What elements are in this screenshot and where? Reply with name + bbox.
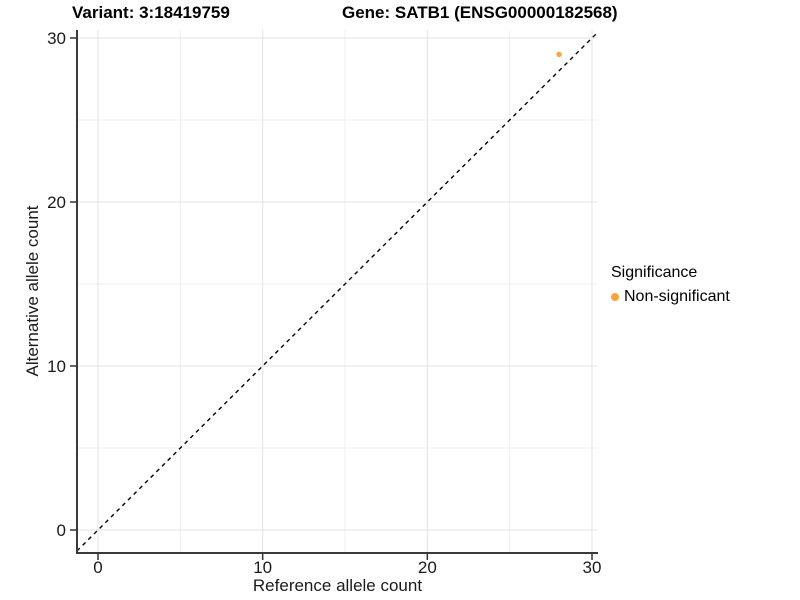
x-tick-label: 10 xyxy=(253,558,272,577)
x-tick-label: 30 xyxy=(583,558,602,577)
legend-item-label: Non-significant xyxy=(624,288,730,305)
axis-lines xyxy=(76,30,598,554)
identity-reference-line xyxy=(76,31,599,552)
x-tick-label: 0 xyxy=(93,558,102,577)
plot-title-gene: Gene: SATB1 (ENSG00000182568) xyxy=(342,3,618,22)
y-tick-label: 30 xyxy=(47,29,66,48)
y-tick-label: 10 xyxy=(47,357,66,376)
legend: Significance Non-significant xyxy=(611,264,730,306)
legend-key-dot-icon xyxy=(611,293,619,301)
plot-title-variant: Variant: 3:18419759 xyxy=(72,3,230,22)
x-tick-label: 20 xyxy=(418,558,437,577)
y-tick-label: 20 xyxy=(47,193,66,212)
y-axis-title: Alternative allele count xyxy=(23,205,42,377)
y-tick-label: 0 xyxy=(57,521,66,540)
legend-title: Significance xyxy=(611,264,698,281)
legend-item-non-significant: Non-significant xyxy=(611,288,730,306)
data-point xyxy=(556,51,562,58)
x-axis-title: Reference allele count xyxy=(252,576,423,595)
